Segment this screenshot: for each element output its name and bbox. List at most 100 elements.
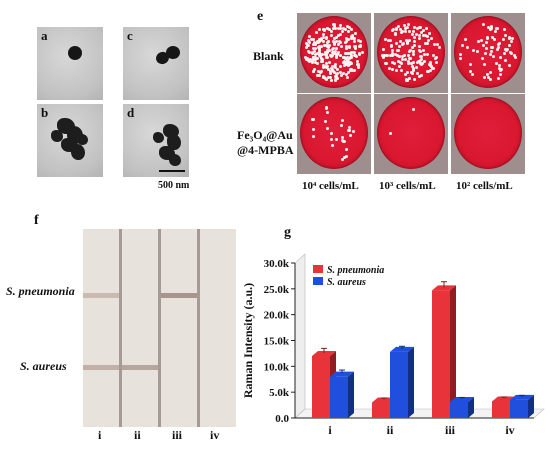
bacterial-colony	[332, 39, 336, 43]
bacterial-colony	[485, 46, 489, 50]
bacterial-colony	[354, 45, 358, 49]
bacterial-colony	[312, 134, 315, 138]
bacterial-colony	[343, 62, 347, 66]
bacterial-colony	[352, 45, 356, 49]
bacterial-colony	[433, 42, 437, 46]
bacterial-colony	[470, 72, 474, 76]
panel-label-b: b	[41, 105, 49, 120]
bacterial-colony	[407, 30, 411, 34]
bacterial-colony	[419, 73, 423, 77]
x-tick-label: iv	[505, 423, 514, 437]
bacterial-colony	[321, 33, 325, 37]
panel-label-e: e	[257, 9, 264, 24]
bacterial-colony	[329, 138, 333, 142]
bacterial-colony	[504, 58, 508, 62]
bacterial-colony	[463, 37, 467, 41]
bacterial-colony	[405, 41, 409, 45]
bacterial-colony	[353, 32, 357, 36]
bacterial-colony	[392, 62, 396, 66]
bacterial-colony	[489, 27, 493, 31]
bacterial-colony	[389, 39, 393, 43]
bacterial-colony	[495, 27, 499, 31]
bacterial-colony	[511, 36, 515, 40]
bar-s-pneumonia-iv	[492, 401, 510, 418]
bar-s-pneumonia-ii	[372, 402, 390, 418]
bacterial-colony	[499, 69, 503, 73]
bacterial-colony	[388, 131, 392, 135]
bacterial-colony	[398, 28, 402, 32]
bacterial-colony	[336, 50, 340, 54]
bacterial-colony	[494, 30, 498, 34]
test-strip-iv	[200, 229, 236, 427]
bacterial-colony	[404, 58, 408, 62]
bacterial-colony	[313, 50, 317, 54]
strip-lane-label-i: i	[98, 428, 102, 442]
bacterial-colony	[324, 62, 328, 66]
bacterial-colony	[399, 68, 403, 72]
bacterial-colony	[495, 48, 499, 52]
bacterial-colony	[346, 128, 350, 132]
bacterial-colony	[329, 131, 333, 135]
bacterial-colony	[381, 55, 385, 59]
bacterial-colony	[381, 54, 385, 58]
bacterial-colony	[476, 40, 480, 44]
bacterial-colony	[330, 50, 334, 54]
agar-plate-surface	[377, 16, 445, 88]
bacterial-colony	[325, 36, 329, 40]
bacterial-colony	[329, 75, 333, 79]
bacterial-colony	[422, 59, 426, 63]
bacterial-colony	[497, 46, 500, 50]
bacterial-colony	[338, 23, 342, 27]
bacterial-colony	[325, 50, 329, 54]
bacterial-colony	[325, 110, 329, 114]
bacterial-colony	[394, 27, 398, 31]
bacterial-colony	[352, 129, 356, 133]
bacterial-colony	[342, 55, 346, 59]
bacterial-colony	[338, 41, 342, 45]
panel-label-a: a	[41, 28, 48, 43]
bacterial-colony	[349, 61, 353, 65]
bacterial-colony	[337, 43, 341, 47]
bacterial-colony	[334, 75, 338, 79]
bacterial-colony	[313, 67, 317, 71]
bacterial-colony	[332, 24, 336, 28]
bacterial-colony	[408, 49, 412, 53]
bacterial-colony	[352, 69, 356, 73]
bar-side	[450, 285, 456, 418]
bacterial-colony	[409, 61, 413, 65]
bacterial-colony	[322, 35, 326, 39]
bacterial-colony	[498, 67, 502, 71]
bacterial-colony	[418, 54, 422, 58]
panel-label-c: c	[127, 28, 133, 43]
agar-plate-surface	[454, 97, 522, 169]
bacterial-colony	[324, 120, 328, 124]
bacterial-colony	[324, 107, 328, 111]
bacterial-colony	[333, 71, 337, 75]
bacterial-colony	[325, 65, 329, 69]
bacterial-colony	[397, 25, 401, 29]
agar-plate-surface	[300, 97, 368, 169]
bacterial-colony	[486, 72, 490, 76]
bacterial-colony	[312, 69, 316, 73]
bacterial-colony	[342, 139, 346, 143]
bacterial-colony	[429, 68, 432, 72]
bacterial-colony	[406, 22, 410, 26]
bacterial-colony	[346, 75, 350, 79]
bacterial-colony	[411, 49, 415, 53]
bacterial-colony	[315, 30, 319, 34]
bacterial-colony	[508, 51, 512, 55]
bacterial-colony	[417, 49, 421, 53]
bacterial-colony	[498, 64, 502, 68]
bacterial-colony	[350, 28, 354, 32]
bacterial-colony	[337, 34, 341, 38]
bacterial-colony	[312, 127, 316, 131]
bacterial-colony	[419, 49, 423, 53]
bar-top	[312, 351, 336, 356]
bacterial-colony	[340, 124, 344, 128]
bacterial-colony	[332, 70, 336, 74]
bacterial-colony	[322, 66, 326, 70]
bacterial-colony	[307, 60, 311, 64]
bacterial-colony	[313, 58, 317, 62]
bacterial-colony	[304, 45, 308, 49]
bacterial-colony	[480, 56, 484, 60]
